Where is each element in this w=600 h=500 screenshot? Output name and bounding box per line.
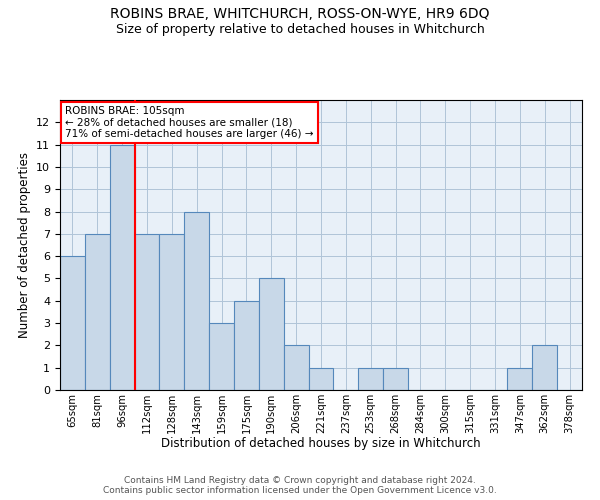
- Text: Size of property relative to detached houses in Whitchurch: Size of property relative to detached ho…: [116, 22, 484, 36]
- Bar: [508, 368, 532, 390]
- Bar: [160, 234, 184, 390]
- Bar: [532, 346, 557, 390]
- Text: Contains HM Land Registry data © Crown copyright and database right 2024.
Contai: Contains HM Land Registry data © Crown c…: [103, 476, 497, 495]
- Bar: [209, 323, 234, 390]
- Bar: [284, 346, 308, 390]
- Text: ROBINS BRAE, WHITCHURCH, ROSS-ON-WYE, HR9 6DQ: ROBINS BRAE, WHITCHURCH, ROSS-ON-WYE, HR…: [110, 8, 490, 22]
- Bar: [259, 278, 284, 390]
- Text: ROBINS BRAE: 105sqm
← 28% of detached houses are smaller (18)
71% of semi-detach: ROBINS BRAE: 105sqm ← 28% of detached ho…: [65, 106, 314, 139]
- Bar: [60, 256, 85, 390]
- Bar: [308, 368, 334, 390]
- Bar: [383, 368, 408, 390]
- Y-axis label: Number of detached properties: Number of detached properties: [17, 152, 31, 338]
- Bar: [110, 144, 134, 390]
- Text: Distribution of detached houses by size in Whitchurch: Distribution of detached houses by size …: [161, 438, 481, 450]
- Bar: [358, 368, 383, 390]
- Bar: [85, 234, 110, 390]
- Bar: [234, 301, 259, 390]
- Bar: [134, 234, 160, 390]
- Bar: [184, 212, 209, 390]
